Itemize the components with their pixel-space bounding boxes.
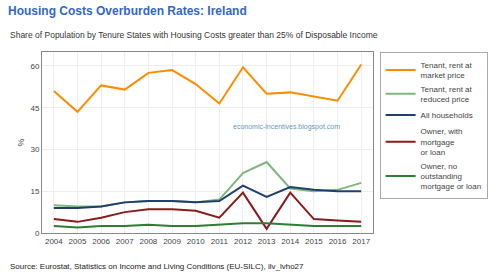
svg-text:Share of Population by Tenure: Share of Population by Tenure States wit… (10, 30, 378, 40)
svg-text:Tenant, rent atmarket price: Tenant, rent atmarket price (421, 61, 473, 80)
svg-text:All households: All households (421, 111, 473, 120)
svg-text:30: 30 (30, 145, 39, 154)
svg-text:2004: 2004 (45, 237, 63, 246)
svg-text:2005: 2005 (69, 237, 87, 246)
svg-text:Owner, nooutstandingmortgage o: Owner, nooutstandingmortgage or loan (421, 162, 481, 192)
svg-text:Owner, withmortgageor loan: Owner, withmortgageor loan (421, 127, 463, 157)
svg-text:2011: 2011 (211, 237, 229, 246)
svg-text:2007: 2007 (116, 237, 134, 246)
svg-text:2013: 2013 (258, 237, 276, 246)
svg-text:2010: 2010 (187, 237, 205, 246)
svg-text:%: % (16, 138, 26, 146)
svg-text:2014: 2014 (281, 237, 299, 246)
svg-text:Housing Costs Overburden Rates: Housing Costs Overburden Rates: Ireland (8, 4, 247, 18)
svg-text:2009: 2009 (163, 237, 181, 246)
svg-text:Tenant, rent atreduced price: Tenant, rent atreduced price (421, 85, 473, 104)
svg-text:2015: 2015 (305, 237, 323, 246)
svg-text:2017: 2017 (352, 237, 370, 246)
svg-text:0: 0 (35, 229, 40, 238)
svg-text:45: 45 (30, 103, 39, 112)
svg-text:15: 15 (30, 187, 39, 196)
svg-text:2006: 2006 (92, 237, 110, 246)
svg-text:2016: 2016 (329, 237, 347, 246)
svg-text:2008: 2008 (139, 237, 157, 246)
svg-text:2012: 2012 (234, 237, 252, 246)
svg-text:economic-incentives.blogspot.c: economic-incentives.blogspot.com (233, 123, 340, 131)
svg-text:Source: Eurostat, Statistics o: Source: Eurostat, Statistics on Income a… (10, 262, 304, 271)
svg-text:60: 60 (30, 62, 39, 71)
